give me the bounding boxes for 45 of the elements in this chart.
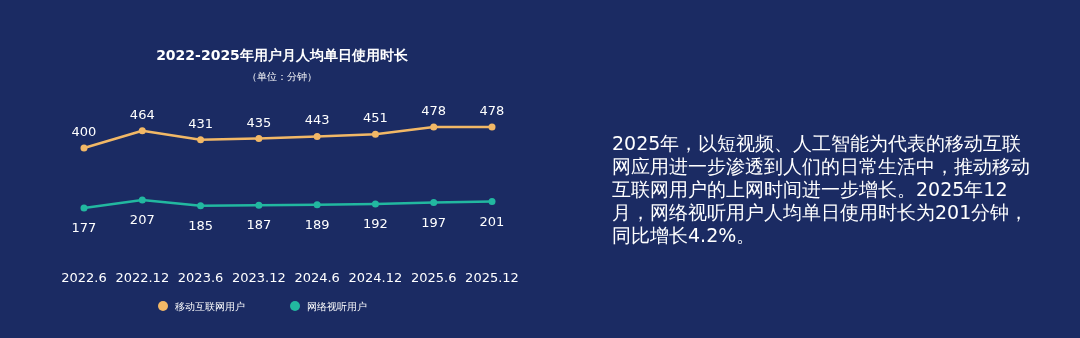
data-label: 451 xyxy=(363,110,388,126)
chart-subtitle: （单位：分钟） xyxy=(247,71,317,82)
point xyxy=(197,136,205,144)
data-label: 431 xyxy=(188,115,213,131)
x-tick-label: 2025.6 xyxy=(410,270,457,285)
data-label: 187 xyxy=(246,217,272,233)
point xyxy=(488,123,496,131)
data-label: 207 xyxy=(129,211,155,227)
data-label: 197 xyxy=(421,214,447,230)
data-label: 185 xyxy=(188,217,213,233)
text: 2025年，以短视频、人工智能为代表的移动互联网应用进一步渗透到人们的日常生活中，推动移动互联网用户的上网时间进一步增长。2025年12月，网络视听用户人均单日使用时长为201分钟，同比增长4.2%。 xyxy=(612,132,1031,247)
x-tick-label: 2024.12 xyxy=(348,270,403,285)
data-label: 443 xyxy=(304,112,330,128)
point xyxy=(430,123,438,131)
data-label: 192 xyxy=(363,215,388,231)
point xyxy=(255,201,263,209)
data-label: 478 xyxy=(421,103,447,118)
point xyxy=(488,198,496,206)
x-tick-label: 2024.6 xyxy=(294,270,340,285)
x-tick-label: 2023.12 xyxy=(231,270,286,285)
data-label: 464 xyxy=(129,106,155,122)
point xyxy=(430,199,438,207)
legend-label: 网络视听用户 xyxy=(307,301,367,312)
data-label: 478 xyxy=(479,103,505,118)
point xyxy=(371,200,379,208)
point xyxy=(138,196,146,204)
point xyxy=(138,127,146,135)
data-label: 435 xyxy=(246,114,272,130)
point xyxy=(371,130,379,138)
x-tick-label: 2022.6 xyxy=(61,270,107,285)
data-label: 189 xyxy=(304,216,330,232)
point xyxy=(80,204,88,212)
point xyxy=(80,144,88,152)
data-label: 201 xyxy=(479,213,505,229)
x-tick-label: 2023.6 xyxy=(177,270,224,285)
chart-title: 2022-2025年用户月人均单日使用时长 xyxy=(156,47,409,63)
x-tick-label: 2025.12 xyxy=(465,270,519,285)
point xyxy=(313,132,321,140)
data-label: 177 xyxy=(71,220,97,235)
point xyxy=(255,135,263,143)
point xyxy=(313,201,321,209)
data-label: 400 xyxy=(71,123,97,139)
legend-label: 移动互联网用户 xyxy=(175,301,245,312)
x-tick-label: 2022.12 xyxy=(115,270,170,285)
point xyxy=(197,202,205,210)
